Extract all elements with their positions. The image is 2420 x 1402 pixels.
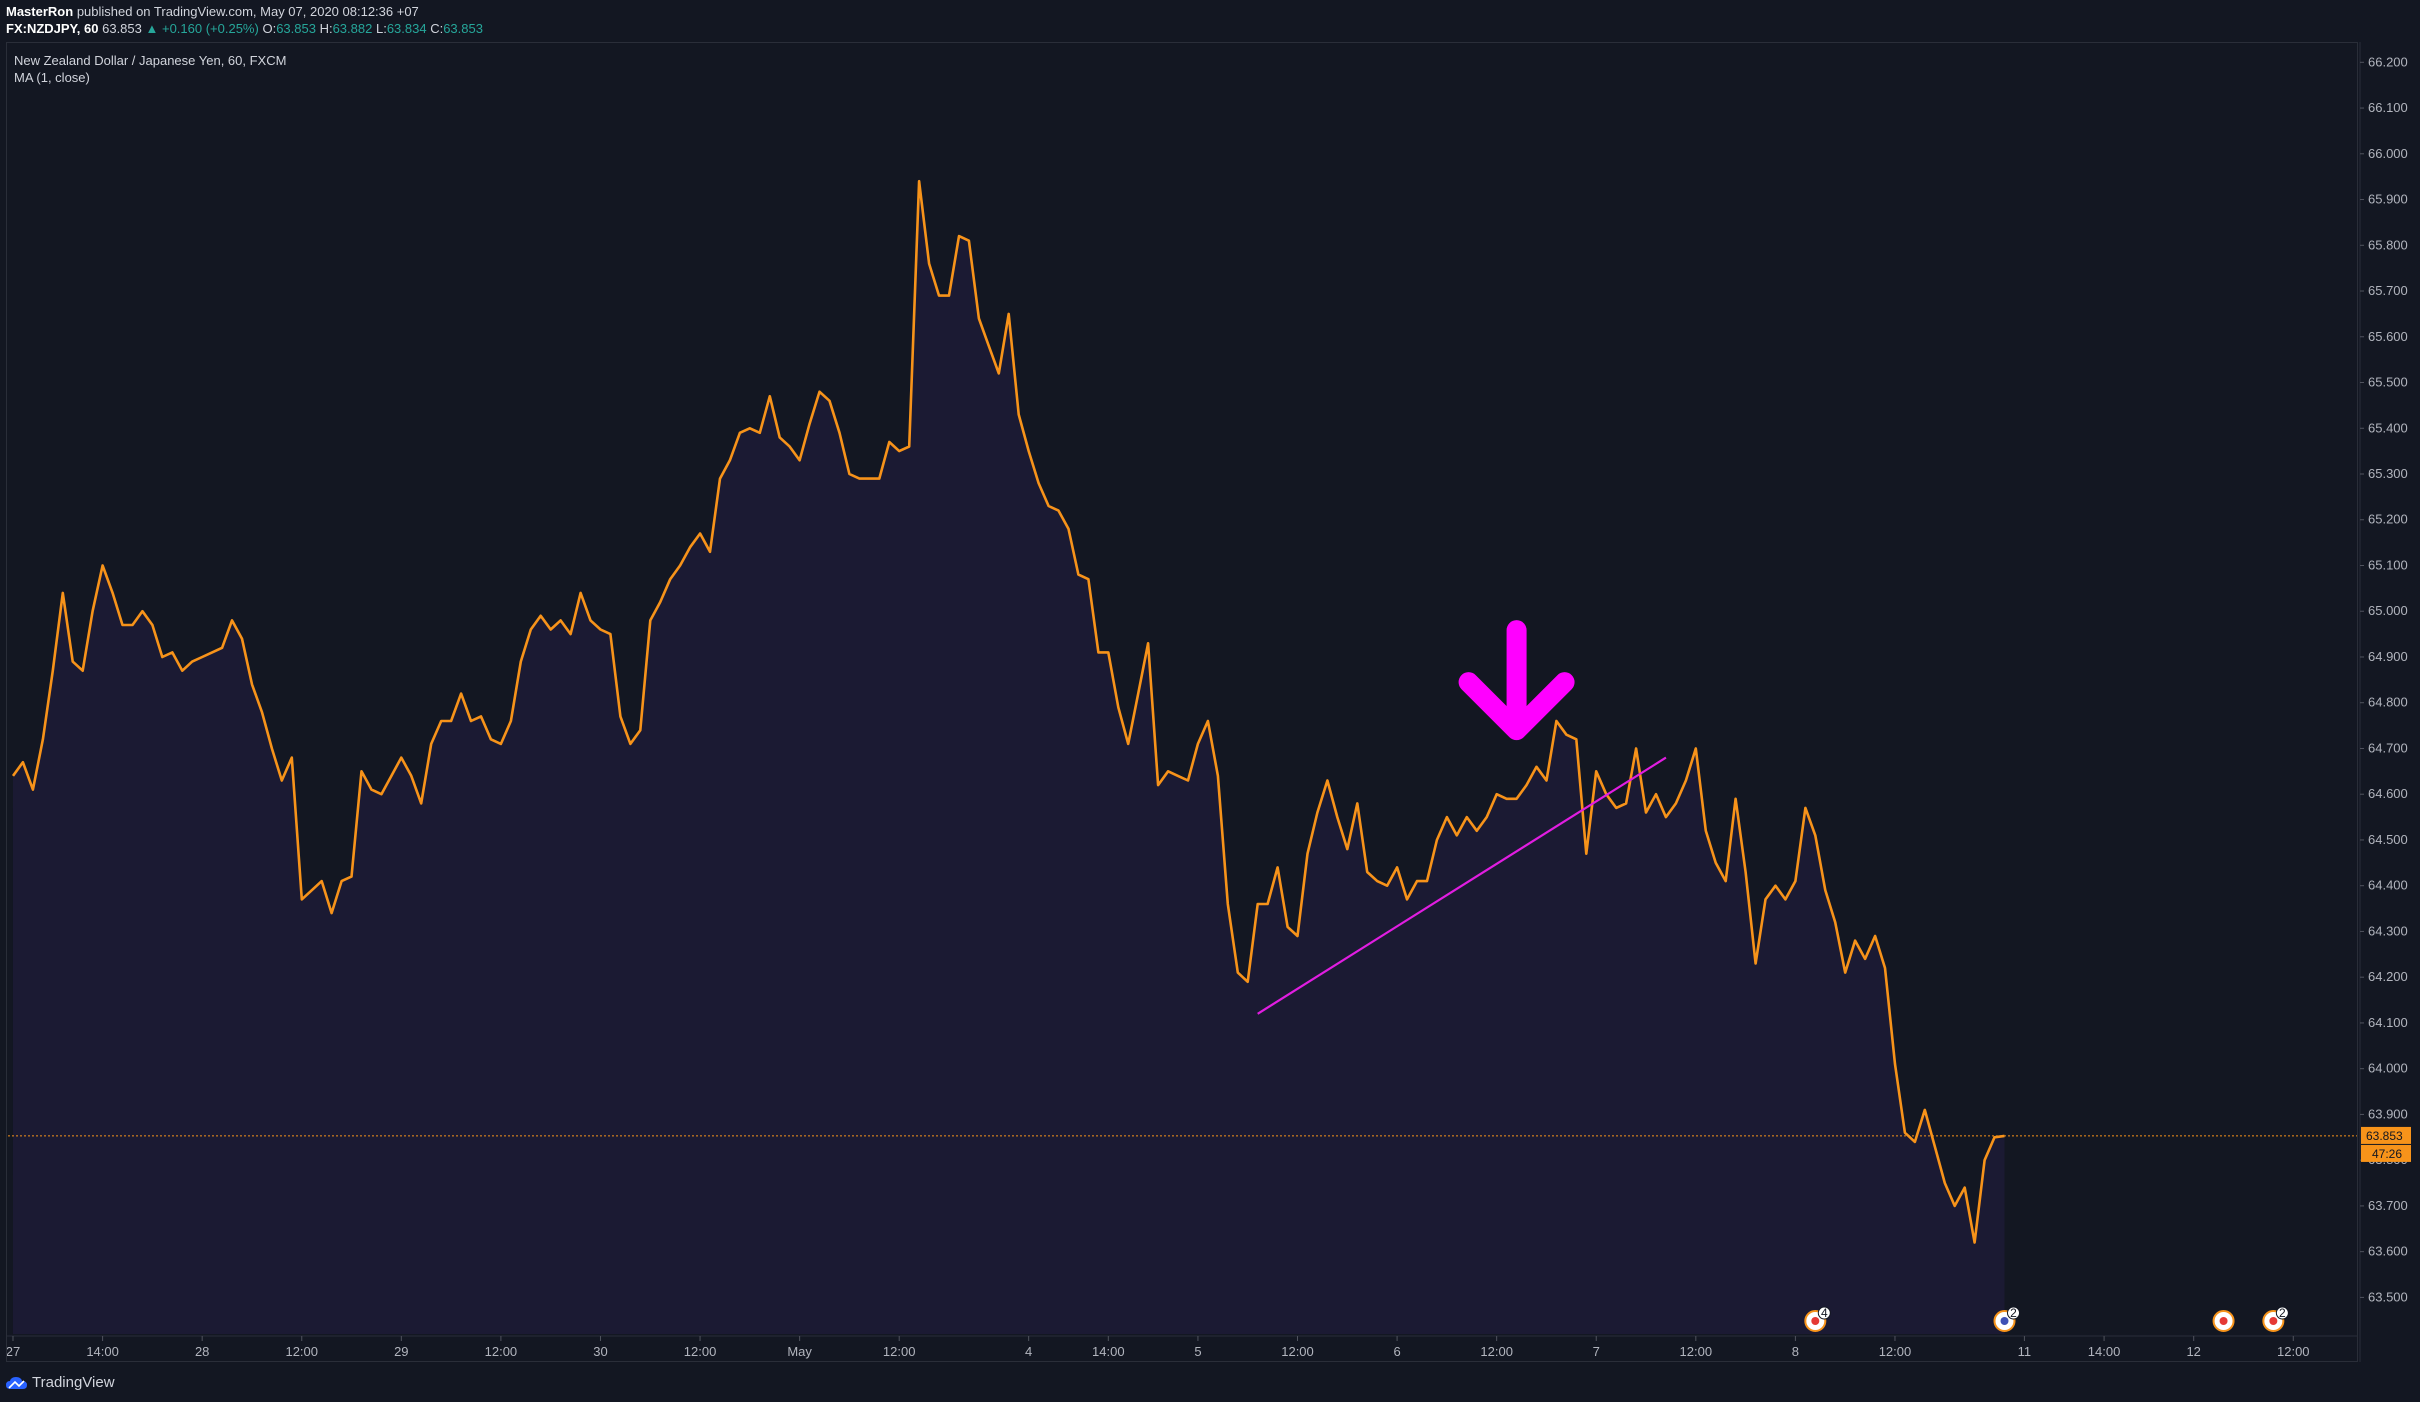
symbol-info: FX:NZDJPY, 60 63.853 ▲ +0.160 (+0.25%) O… bbox=[6, 21, 483, 36]
x-tick-label: 8 bbox=[1792, 1344, 1799, 1359]
chart-legend: New Zealand Dollar / Japanese Yen, 60, F… bbox=[14, 52, 286, 86]
y-tick-label: 65.500 bbox=[2368, 375, 2408, 390]
x-tick-label: 12:00 bbox=[485, 1344, 518, 1359]
y-tick-label: 65.600 bbox=[2368, 329, 2408, 344]
x-tick-label: 4 bbox=[1025, 1344, 1032, 1359]
y-tick-label: 66.200 bbox=[2368, 54, 2408, 69]
y-tick-label: 66.000 bbox=[2368, 146, 2408, 161]
y-tick-label: 64.600 bbox=[2368, 786, 2408, 801]
author-name[interactable]: MasterRon bbox=[6, 4, 74, 19]
x-tick-label: May bbox=[787, 1344, 812, 1359]
close-value: 63.853 bbox=[443, 21, 483, 36]
y-tick-label: 64.400 bbox=[2368, 878, 2408, 893]
event-badge-count: 2 bbox=[2010, 1306, 2017, 1320]
event-marker[interactable] bbox=[2212, 1310, 2235, 1332]
price-change: ▲ +0.160 (+0.25%) bbox=[145, 21, 259, 36]
y-tick-label: 65.800 bbox=[2368, 237, 2408, 252]
x-tick-label: 12:00 bbox=[1680, 1344, 1713, 1359]
y-tick-label: 65.100 bbox=[2368, 557, 2408, 572]
down-arrow-icon bbox=[1458, 672, 1575, 741]
open-value: 63.853 bbox=[276, 21, 316, 36]
y-tick-label: 63.500 bbox=[2368, 1289, 2408, 1304]
legend-title[interactable]: New Zealand Dollar / Japanese Yen, 60, F… bbox=[14, 53, 287, 68]
y-tick-label: 65.300 bbox=[2368, 466, 2408, 481]
x-tick-label: 12:00 bbox=[1879, 1344, 1912, 1359]
event-badge-count: 2 bbox=[2279, 1306, 2286, 1320]
event-marker[interactable]: 2 bbox=[1993, 1306, 2021, 1332]
x-tick-label: 12:00 bbox=[2277, 1344, 2310, 1359]
y-tick-label: 65.400 bbox=[2368, 420, 2408, 435]
x-tick-label: 29 bbox=[394, 1344, 408, 1359]
x-tick-label: 14:00 bbox=[2088, 1344, 2121, 1359]
x-tick-label: 12:00 bbox=[1480, 1344, 1513, 1359]
y-tick-label: 65.700 bbox=[2368, 283, 2408, 298]
low-value: 63.834 bbox=[386, 21, 427, 36]
x-tick-label: 14:00 bbox=[1092, 1344, 1125, 1359]
x-tick-label: 28 bbox=[195, 1344, 209, 1359]
publish-info: MasterRon published on TradingView.com, … bbox=[6, 4, 419, 19]
current-price-badge: 63.853 47:26 bbox=[2361, 1126, 2411, 1162]
trendline bbox=[1257, 756, 1667, 1015]
x-tick-label: 7 bbox=[1593, 1344, 1600, 1359]
x-tick-label: 12 bbox=[2186, 1344, 2200, 1359]
y-tick-label: 64.500 bbox=[2368, 832, 2408, 847]
x-tick-label: 12:00 bbox=[285, 1344, 318, 1359]
x-tick-label: 27 bbox=[6, 1344, 20, 1359]
header-bar: MasterRon published on TradingView.com, … bbox=[0, 0, 2420, 38]
legend-indicator[interactable]: MA (1, close) bbox=[14, 70, 90, 85]
symbol-label[interactable]: FX:NZDJPY, 60 bbox=[6, 21, 99, 36]
close-label: C: bbox=[430, 21, 444, 36]
current-price-bg bbox=[2361, 1126, 2411, 1144]
event-marker-dot bbox=[2000, 1317, 2009, 1325]
footer-bar bbox=[0, 1368, 2420, 1402]
y-tick-label: 66.100 bbox=[2368, 100, 2408, 115]
last-price: 63.853 bbox=[102, 21, 142, 36]
y-tick-label: 63.700 bbox=[2368, 1198, 2408, 1213]
x-tick-label: 6 bbox=[1393, 1344, 1400, 1359]
x-tick-label: 5 bbox=[1194, 1344, 1201, 1359]
low-label: L: bbox=[375, 21, 387, 36]
event-badge-count: 4 bbox=[1821, 1306, 1828, 1320]
x-tick-label: 12:00 bbox=[883, 1344, 916, 1359]
event-badge bbox=[2007, 1306, 2021, 1320]
x-tick-label: 14:00 bbox=[86, 1344, 119, 1359]
publish-text: published on TradingView.com, May 07, 20… bbox=[76, 4, 419, 19]
series-area bbox=[12, 181, 2005, 1335]
high-value: 63.882 bbox=[332, 21, 373, 36]
y-tick-label: 64.800 bbox=[2368, 695, 2408, 710]
y-tick-label: 65.000 bbox=[2368, 603, 2408, 618]
current-price-label: 63.853 bbox=[2366, 1129, 2403, 1143]
event-marker[interactable]: 2 bbox=[2262, 1306, 2289, 1332]
y-tick-label: 64.000 bbox=[2368, 1061, 2408, 1076]
event-badge bbox=[2275, 1306, 2289, 1320]
y-tick-label: 65.900 bbox=[2368, 192, 2408, 207]
event-badge bbox=[1817, 1306, 1831, 1320]
y-tick-label: 64.300 bbox=[2368, 923, 2408, 938]
brand-text: TradingView bbox=[32, 1374, 115, 1391]
event-marker-dot bbox=[1811, 1317, 1820, 1325]
y-tick-label: 63.600 bbox=[2368, 1244, 2408, 1259]
y-tick-label: 64.700 bbox=[2368, 740, 2408, 755]
y-tick-label: 64.100 bbox=[2368, 1015, 2408, 1030]
event-marker-dot bbox=[2269, 1317, 2278, 1325]
cloud-icon bbox=[6, 1376, 27, 1389]
x-tick-label: 11 bbox=[2018, 1344, 2032, 1359]
high-label: H: bbox=[319, 21, 333, 36]
y-tick-label: 64.200 bbox=[2368, 969, 2408, 984]
y-tick-label: 64.900 bbox=[2368, 649, 2408, 664]
event-marker[interactable]: 4 bbox=[1804, 1306, 1831, 1332]
x-tick-label: 30 bbox=[593, 1344, 607, 1359]
series-line bbox=[11, 179, 2005, 1244]
countdown-label: 47:26 bbox=[2372, 1147, 2402, 1161]
event-marker-dot bbox=[2219, 1317, 2228, 1325]
countdown-bg bbox=[2361, 1144, 2411, 1162]
tradingview-logo[interactable]: TradingView bbox=[6, 1374, 115, 1391]
y-tick-label: 63.900 bbox=[2368, 1106, 2408, 1121]
x-tick-label: 12:00 bbox=[1281, 1344, 1314, 1359]
x-tick-label: 12:00 bbox=[684, 1344, 717, 1359]
open-label: O: bbox=[262, 21, 277, 36]
y-tick-label: 65.200 bbox=[2368, 512, 2408, 527]
